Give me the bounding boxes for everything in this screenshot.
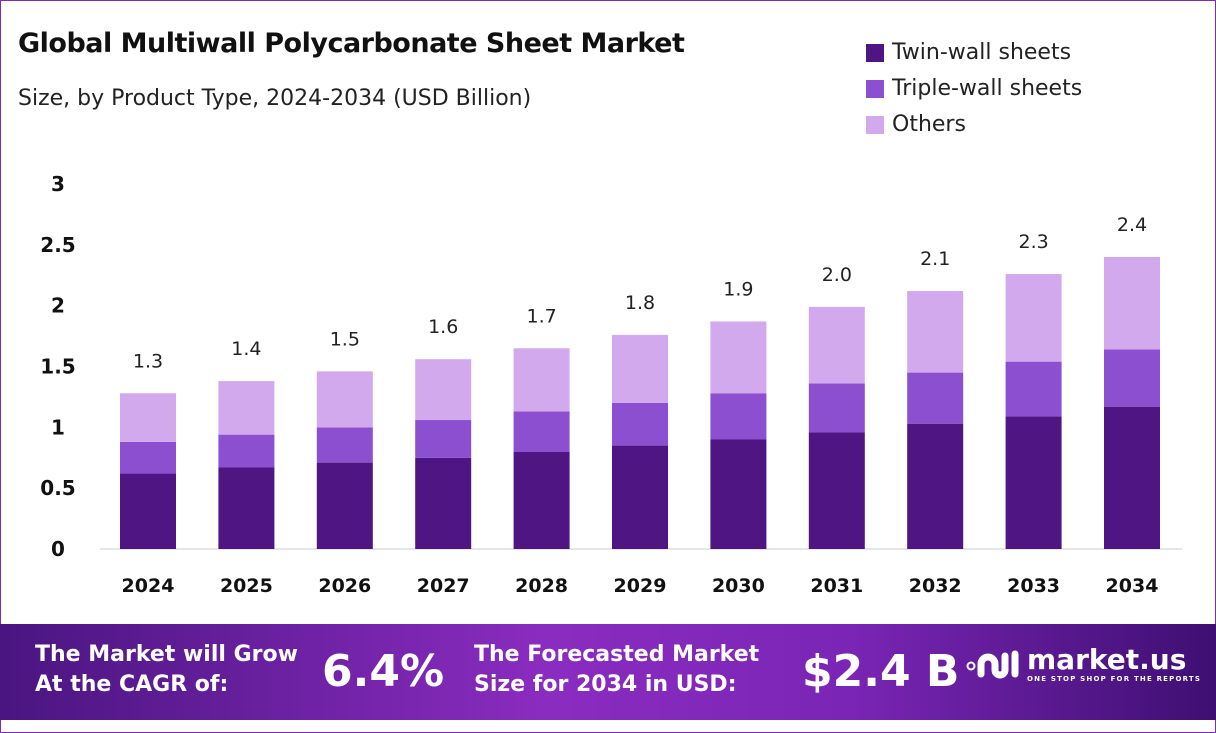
bar-segment: [907, 291, 964, 373]
bar-segment: [710, 393, 767, 440]
y-tick-label: 2.5: [40, 233, 75, 257]
bar-segment: [513, 348, 570, 412]
total-label: 2.3: [1018, 231, 1048, 253]
x-tick-label: 2033: [1007, 575, 1060, 597]
total-label: 1.3: [133, 350, 163, 372]
x-tick-label: 2030: [712, 575, 765, 597]
x-tick-label: 2032: [909, 575, 962, 597]
y-tick-label: 2: [51, 294, 65, 318]
x-tick-label: 2029: [614, 575, 667, 597]
forecast-label: The Forecasted Market Size for 2034 in US…: [474, 640, 759, 700]
legend-triple: Triple-wall sheets: [866, 76, 1082, 101]
x-tick-label: 2024: [122, 575, 175, 597]
bar-segment: [612, 334, 668, 403]
bar-segment: [1005, 416, 1062, 549]
legend-label: Twin-wall sheets: [892, 40, 1072, 65]
bar-segment: [1005, 274, 1062, 362]
bar-segment: [612, 445, 668, 549]
total-label: 1.5: [330, 328, 360, 350]
total-label: 1.4: [231, 338, 261, 360]
bar-segment: [808, 432, 865, 549]
y-tick-label: 1: [51, 415, 65, 439]
x-tick-label: 2026: [318, 575, 371, 597]
bar-segment: [612, 403, 668, 446]
legend-label: Others: [892, 112, 966, 137]
bar-segment: [1104, 406, 1160, 549]
bar-segment: [218, 381, 275, 435]
chart-title: Global Multiwall Polycarbonate Sheet Mar…: [18, 28, 685, 59]
total-label: 2.4: [1117, 214, 1147, 236]
bar-segment: [1104, 349, 1160, 407]
total-label: 1.9: [723, 278, 753, 300]
legend-others: Others: [866, 112, 966, 137]
brand-name: market.us: [1027, 643, 1187, 676]
bar-segment: [907, 423, 964, 549]
x-tick-label: 2031: [810, 575, 863, 597]
x-tick-label: 2025: [220, 575, 273, 597]
forecast-label-line: Size for 2034 in USD:: [474, 672, 737, 697]
bar-segment: [1005, 361, 1062, 417]
bar-segment: [415, 359, 472, 421]
bar-segment: [120, 393, 176, 442]
bar-segment: [120, 473, 176, 549]
bar-segment: [316, 462, 373, 549]
y-tick-label: 1.5: [40, 355, 75, 379]
cagr-value: 6.4%: [322, 646, 445, 697]
bar-segment: [710, 321, 767, 394]
total-label: 2.1: [920, 248, 950, 270]
forecast-label-line: The Forecasted Market: [474, 642, 760, 667]
y-tick-label: 0: [51, 537, 65, 561]
bar-segment: [120, 441, 176, 474]
bar-segment: [415, 420, 472, 458]
y-tick-label: 0.5: [40, 476, 75, 500]
x-tick-label: 2034: [1106, 575, 1159, 597]
legend-twin: Twin-wall sheets: [866, 40, 1071, 65]
bar-segment: [316, 371, 373, 428]
forecast-value: $2.4 B: [802, 646, 960, 697]
x-tick-label: 2028: [515, 575, 568, 597]
cagr-label-line: At the CAGR of:: [35, 672, 229, 697]
total-label: 2.0: [822, 264, 852, 286]
bar-segment: [316, 427, 373, 463]
bar-segment: [907, 372, 964, 424]
market-us-logo: market.us ONE STOP SHOP FOR THE REPORTS: [965, 644, 1201, 684]
bar-segment: [710, 439, 767, 549]
legend-swatch: [866, 115, 884, 134]
chart-subtitle: Size, by Product Type, 2024-2034 (USD Bi…: [18, 86, 532, 111]
bar-segment: [513, 451, 570, 549]
logo-icon: [966, 650, 1019, 679]
bar-segment: [218, 434, 275, 468]
brand-tagline: ONE STOP SHOP FOR THE REPORTS: [1027, 675, 1202, 683]
legend-label: Triple-wall sheets: [892, 76, 1083, 101]
bar-segment: [218, 467, 275, 549]
bar-segment: [1104, 257, 1160, 350]
legend-swatch: [866, 79, 884, 98]
total-label: 1.8: [625, 292, 655, 314]
cagr-label: The Market will Grow At the CAGR of:: [35, 640, 298, 700]
total-label: 1.6: [428, 316, 458, 338]
bar-segment: [415, 457, 472, 549]
total-label: 1.7: [526, 305, 556, 327]
x-tick-label: 2027: [417, 575, 470, 597]
bar-segment: [808, 383, 865, 433]
y-tick-label: 3: [51, 172, 65, 196]
cagr-label-line: The Market will Grow: [35, 642, 298, 667]
legend-swatch: [866, 43, 884, 62]
bar-segment: [808, 306, 865, 384]
footer-banner: The Market will Grow At the CAGR of: 6.4%…: [0, 624, 1216, 720]
bar-segment: [513, 411, 570, 452]
bar-chart: 0 0.5 1 1.5 2 2.5 3 1.3 2024 1.4 2025 1.5 2026 1.6 202…: [40, 172, 1182, 597]
